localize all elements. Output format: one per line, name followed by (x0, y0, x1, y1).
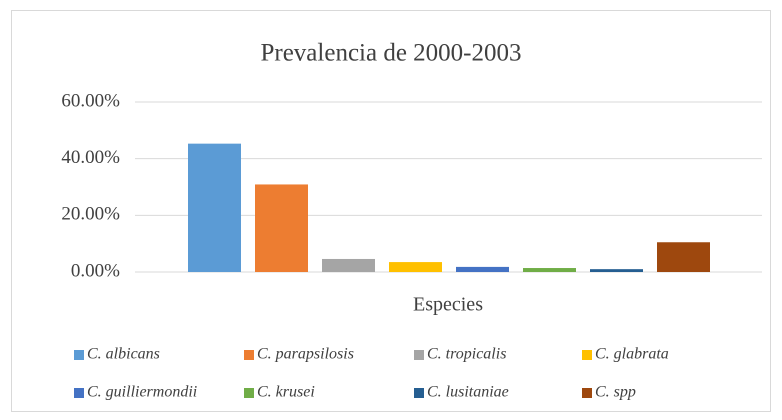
bar (188, 143, 241, 272)
bar (322, 258, 375, 272)
legend-label: C. krusei (257, 384, 315, 401)
chart-border (11, 10, 771, 412)
legend-swatch (582, 350, 592, 360)
legend-label: C. parapsilosis (257, 346, 354, 363)
bar (590, 269, 643, 272)
legend-label: C. lusitaniae (427, 384, 509, 401)
y-tick-label: 40.00% (61, 147, 120, 168)
bar (456, 266, 509, 272)
legend-label: C. guilliermondii (87, 384, 197, 401)
legend-label: C. glabrata (595, 346, 669, 363)
legend-swatch (414, 388, 424, 398)
y-tick-label: 60.00% (61, 90, 120, 111)
bar (389, 262, 442, 272)
legend-swatch (414, 350, 424, 360)
legend-swatch (582, 388, 592, 398)
legend-swatch (244, 350, 254, 360)
legend-swatch (74, 388, 84, 398)
bar (255, 184, 308, 272)
legend-label: C. spp (595, 384, 636, 401)
legend-swatch (74, 350, 84, 360)
bar (657, 242, 710, 272)
legend-label: C. albicans (87, 346, 160, 363)
legend-label: C. tropicalis (427, 346, 506, 363)
x-axis-label: Especies (413, 294, 483, 316)
chart-title: Prevalencia de 2000-2003 (260, 40, 521, 67)
legend-swatch (244, 388, 254, 398)
bar (523, 268, 576, 272)
y-tick-label: 0.00% (71, 260, 120, 281)
y-tick-label: 20.00% (61, 204, 120, 225)
